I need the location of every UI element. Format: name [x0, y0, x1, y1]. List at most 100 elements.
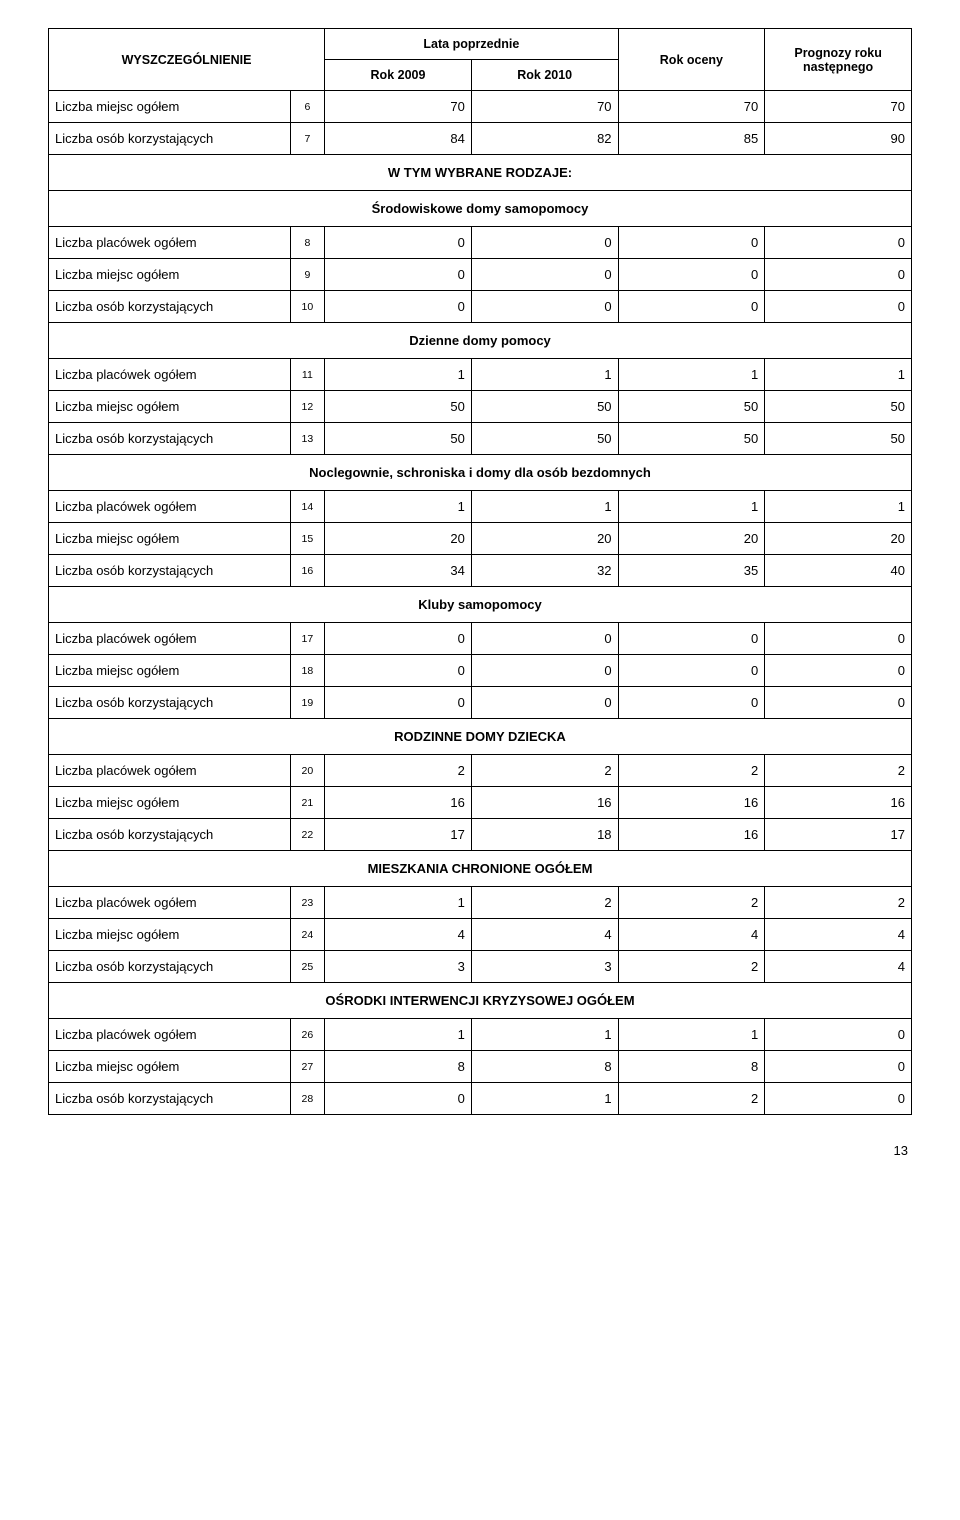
row-number: 24	[290, 919, 325, 951]
table-row: Liczba osób korzystających 10 0 0 0 0	[49, 291, 912, 323]
cell: 16	[765, 787, 912, 819]
row-label: Liczba osób korzystających	[49, 687, 291, 719]
row-label: Liczba miejsc ogółem	[49, 391, 291, 423]
row-number: 27	[290, 1051, 325, 1083]
cell: 2	[618, 755, 765, 787]
table-row: Liczba miejsc ogółem 9 0 0 0 0	[49, 259, 912, 291]
cell: 0	[765, 1051, 912, 1083]
header-lata-poprzednie: Lata poprzednie	[325, 29, 618, 60]
table-row: Liczba osób korzystających 28 0 1 2 0	[49, 1083, 912, 1115]
cell: 70	[618, 91, 765, 123]
cell: 85	[618, 123, 765, 155]
row-number: 23	[290, 887, 325, 919]
cell: 1	[618, 491, 765, 523]
row-label: Liczba placówek ogółem	[49, 359, 291, 391]
page-number: 13	[48, 1143, 912, 1158]
row-label: Liczba osób korzystających	[49, 1083, 291, 1115]
cell: 18	[471, 819, 618, 851]
header-rok-2009: Rok 2009	[325, 60, 472, 91]
table-row: Liczba miejsc ogółem 6 70 70 70 70	[49, 91, 912, 123]
row-label: Liczba placówek ogółem	[49, 491, 291, 523]
row-label: Liczba placówek ogółem	[49, 227, 291, 259]
cell: 4	[618, 919, 765, 951]
table-row: Liczba miejsc ogółem 21 16 16 16 16	[49, 787, 912, 819]
cell: 35	[618, 555, 765, 587]
cell: 1	[325, 359, 472, 391]
table-row: Liczba placówek ogółem 14 1 1 1 1	[49, 491, 912, 523]
row-label: Liczba placówek ogółem	[49, 887, 291, 919]
row-number: 17	[290, 623, 325, 655]
data-table: WYSZCZEGÓLNIENIE Lata poprzednie Rok oce…	[48, 28, 912, 1115]
row-number: 13	[290, 423, 325, 455]
cell: 8	[618, 1051, 765, 1083]
row-label: Liczba miejsc ogółem	[49, 259, 291, 291]
cell: 1	[618, 359, 765, 391]
row-label: Liczba placówek ogółem	[49, 755, 291, 787]
row-number: 19	[290, 687, 325, 719]
row-number: 16	[290, 555, 325, 587]
cell: 0	[471, 655, 618, 687]
cell: 82	[471, 123, 618, 155]
row-number: 8	[290, 227, 325, 259]
cell: 70	[765, 91, 912, 123]
table-row: Liczba osób korzystających 19 0 0 0 0	[49, 687, 912, 719]
row-label: Liczba placówek ogółem	[49, 623, 291, 655]
cell: 1	[618, 1019, 765, 1051]
cell: 4	[765, 919, 912, 951]
cell: 0	[618, 291, 765, 323]
section-kluby: Kluby samopomocy	[49, 587, 912, 623]
cell: 0	[765, 259, 912, 291]
table-row: Liczba placówek ogółem 23 1 2 2 2	[49, 887, 912, 919]
row-label: Liczba miejsc ogółem	[49, 523, 291, 555]
cell: 1	[765, 359, 912, 391]
cell: 1	[765, 491, 912, 523]
cell: 20	[471, 523, 618, 555]
table-row: Liczba osób korzystających 25 3 3 2 4	[49, 951, 912, 983]
cell: 0	[325, 623, 472, 655]
section-osrodki: OŚRODKI INTERWENCJI KRYZYSOWEJ OGÓŁEM	[49, 983, 912, 1019]
cell: 17	[325, 819, 472, 851]
cell: 0	[325, 1083, 472, 1115]
cell: 8	[325, 1051, 472, 1083]
cell: 40	[765, 555, 912, 587]
row-number: 22	[290, 819, 325, 851]
table-row: Liczba placówek ogółem 11 1 1 1 1	[49, 359, 912, 391]
cell: 0	[471, 687, 618, 719]
table-row: Liczba osób korzystających 22 17 18 16 1…	[49, 819, 912, 851]
cell: 32	[471, 555, 618, 587]
row-label: Liczba placówek ogółem	[49, 1019, 291, 1051]
row-label: Liczba osób korzystających	[49, 423, 291, 455]
cell: 70	[325, 91, 472, 123]
cell: 0	[325, 655, 472, 687]
table-row: Liczba miejsc ogółem 27 8 8 8 0	[49, 1051, 912, 1083]
row-number: 10	[290, 291, 325, 323]
table-row: Liczba miejsc ogółem 12 50 50 50 50	[49, 391, 912, 423]
section-nocleg: Noclegownie, schroniska i domy dla osób …	[49, 455, 912, 491]
cell: 0	[471, 623, 618, 655]
section-dzienne: Dzienne domy pomocy	[49, 323, 912, 359]
cell: 2	[765, 755, 912, 787]
cell: 50	[618, 423, 765, 455]
cell: 2	[325, 755, 472, 787]
cell: 2	[471, 755, 618, 787]
cell: 50	[765, 391, 912, 423]
cell: 0	[325, 259, 472, 291]
section-wtym: W TYM WYBRANE RODZAJE:	[49, 155, 912, 191]
cell: 0	[765, 291, 912, 323]
cell: 2	[765, 887, 912, 919]
row-label: Liczba miejsc ogółem	[49, 919, 291, 951]
table-row: Liczba placówek ogółem 17 0 0 0 0	[49, 623, 912, 655]
cell: 16	[325, 787, 472, 819]
table-row: Liczba osób korzystających 16 34 32 35 4…	[49, 555, 912, 587]
cell: 70	[471, 91, 618, 123]
cell: 1	[471, 359, 618, 391]
cell: 3	[325, 951, 472, 983]
cell: 1	[471, 491, 618, 523]
cell: 0	[618, 623, 765, 655]
cell: 1	[325, 1019, 472, 1051]
cell: 0	[325, 687, 472, 719]
header-wyszczegolnienie: WYSZCZEGÓLNIENIE	[49, 29, 325, 91]
cell: 1	[471, 1083, 618, 1115]
cell: 20	[765, 523, 912, 555]
cell: 0	[471, 259, 618, 291]
